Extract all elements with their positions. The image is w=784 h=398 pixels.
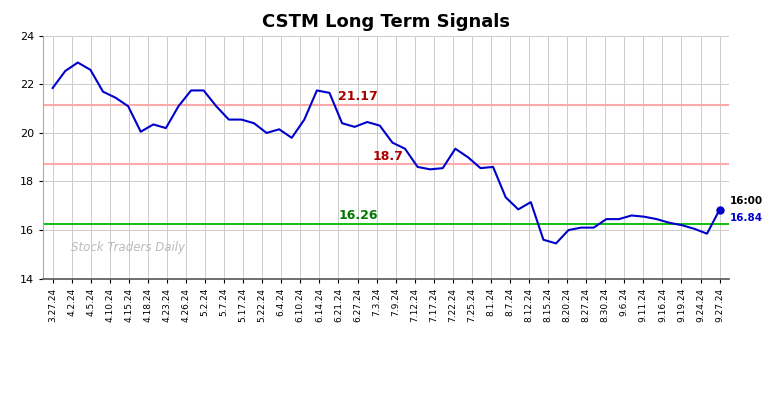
Text: 16.84: 16.84	[730, 213, 763, 223]
Text: Stock Traders Daily: Stock Traders Daily	[71, 241, 184, 254]
Title: CSTM Long Term Signals: CSTM Long Term Signals	[262, 14, 510, 31]
Text: 16.26: 16.26	[338, 209, 378, 222]
Text: 18.7: 18.7	[372, 150, 403, 163]
Text: 21.17: 21.17	[338, 90, 378, 103]
Text: 16:00: 16:00	[730, 196, 763, 206]
